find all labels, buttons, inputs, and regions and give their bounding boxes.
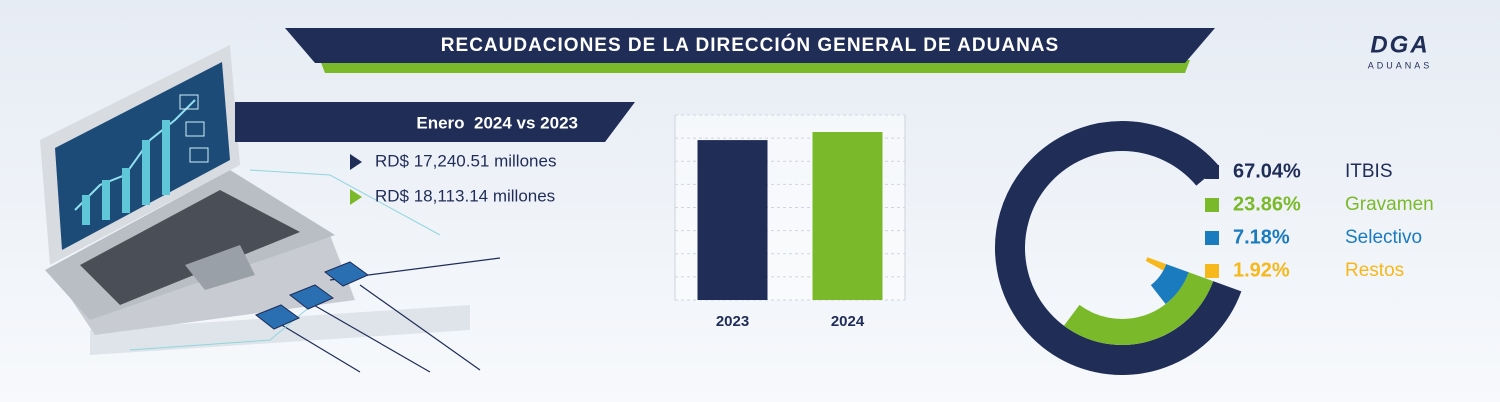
summary-arrow [350,189,362,205]
summary-value: RD$ 17,240.51 millones [375,151,556,170]
legend-swatch [1205,198,1219,212]
laptop-illustration [40,45,501,373]
x-tick-label: 2023 [716,313,749,330]
legend-label: Selectivo [1345,227,1422,248]
legend-value: 23.86% [1233,193,1301,215]
summary-banner [235,102,635,142]
summary-value: RD$ 18,113.14 millones [375,186,555,205]
legend-swatch [1205,165,1219,179]
summary-arrow [350,154,362,170]
header-title: RECAUDACIONES DE LA DIRECCIÓN GENERAL DE… [441,34,1059,56]
x-tick-label: 2024 [831,313,865,330]
legend-label: Gravamen [1345,194,1434,215]
legend-swatch [1205,231,1219,245]
ring-arc [1063,271,1214,345]
header-banner [285,28,1215,63]
legend-swatch [1205,264,1219,278]
legend-label: ITBIS [1345,161,1393,182]
ring-arc [1145,257,1167,271]
legend-label: Restos [1345,260,1404,281]
bar [697,140,768,300]
legend-value: 67.04% [1233,160,1301,182]
legend-value: 1.92% [1233,259,1290,281]
ring-arc [995,121,1242,375]
legend-value: 7.18% [1233,226,1290,248]
ring-arc [1150,263,1189,305]
bar [812,132,883,300]
summary-title: Enero 2024 vs 2023 [416,113,578,132]
logo-name: DGA [1370,31,1429,58]
header-underline [320,60,1190,73]
logo-tagline: ADUANAS [1368,60,1433,70]
